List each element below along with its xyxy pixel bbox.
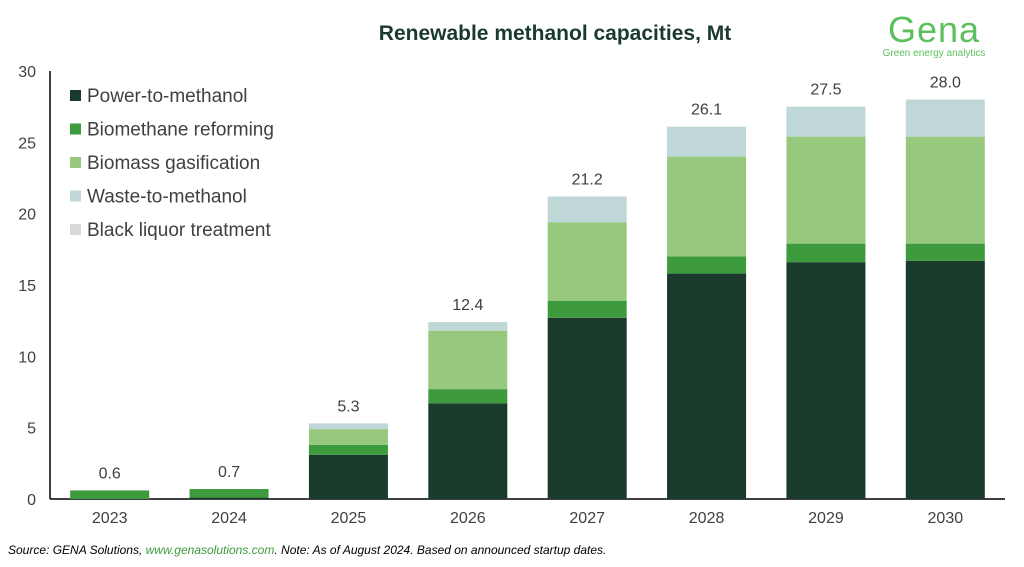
total-data-label: 0.7 — [218, 464, 240, 481]
legend-label: Biomethane reforming — [87, 120, 274, 141]
legend-swatch — [70, 224, 81, 235]
bar-segment-biomethane-reforming — [308, 444, 388, 455]
bar-segment-biomethane-reforming — [905, 243, 985, 261]
bar-segment-waste-to-methanol — [308, 423, 388, 430]
legend-label: Power-to-methanol — [87, 86, 248, 107]
y-tick-label: 15 — [18, 278, 36, 295]
bar-segment-biomethane-reforming — [786, 243, 866, 263]
total-data-label: 5.3 — [337, 398, 359, 415]
y-tick-label: 20 — [18, 207, 36, 224]
legend-swatch — [70, 190, 81, 202]
x-tick-label: 2026 — [450, 510, 486, 527]
bar-segment-biomethane-reforming — [428, 389, 508, 404]
bar-segment-biomass-gasification — [547, 222, 627, 301]
logo-tagline: Green energy analytics — [882, 48, 986, 59]
gena-logo: Gena Green energy analytics — [874, 9, 994, 60]
legend-swatch — [70, 123, 81, 135]
total-data-label: 27.5 — [810, 82, 841, 99]
bar-segment-biomethane-reforming — [189, 489, 269, 498]
total-data-label: 28.0 — [930, 75, 961, 92]
x-tick-label: 2029 — [808, 510, 844, 527]
bar-segment-biomethane-reforming — [547, 300, 627, 318]
legend-swatch — [70, 157, 81, 168]
x-tick-label: 2025 — [331, 510, 367, 527]
y-tick-label: 25 — [18, 135, 36, 152]
bar-segment-waste-to-methanol — [786, 106, 866, 137]
bar-segment-power-to-methanol — [308, 454, 388, 499]
total-data-label: 12.4 — [452, 297, 483, 314]
legend-swatch — [70, 90, 81, 101]
bar-segment-waste-to-methanol — [667, 126, 747, 157]
x-tick-label: 2030 — [928, 510, 964, 527]
x-tick-label: 2028 — [689, 510, 725, 527]
logo-word: Gena — [887, 9, 981, 50]
legend-label: Black liquor treatment — [87, 220, 271, 241]
x-tick-label: 2027 — [569, 510, 605, 527]
bar-segment-biomass-gasification — [905, 136, 985, 244]
bar-segment-biomass-gasification — [667, 156, 747, 257]
y-tick-label: 30 — [18, 64, 36, 81]
bar-segment-biomethane-reforming — [70, 490, 150, 499]
total-data-label: 0.6 — [99, 465, 121, 482]
bar-segment-biomethane-reforming — [667, 256, 747, 274]
bar-segment-power-to-methanol — [905, 260, 985, 499]
y-tick-label: 0 — [27, 492, 36, 509]
bar-segment-waste-to-methanol — [905, 99, 985, 137]
chart-title: Renewable methanol capacities, Mt — [378, 22, 732, 45]
legend-label: Biomass gasification — [87, 153, 260, 174]
source-link[interactable]: www.genasolutions.com — [145, 543, 275, 557]
bar-segment-biomass-gasification — [428, 330, 508, 390]
total-data-label: 26.1 — [691, 102, 722, 119]
bar-segment-power-to-methanol — [189, 497, 269, 499]
total-data-label: 21.2 — [572, 172, 603, 189]
x-tick-label: 2023 — [92, 510, 128, 527]
y-tick-label: 10 — [18, 349, 36, 366]
bar-segment-power-to-methanol — [667, 273, 747, 499]
bar-segment-power-to-methanol — [428, 403, 508, 499]
bar-segment-power-to-methanol — [786, 262, 866, 499]
legend-label: Waste-to-methanol — [87, 187, 247, 208]
bar-segment-waste-to-methanol — [547, 196, 627, 223]
source-prefix: Source: GENA Solutions, — [8, 543, 146, 557]
bar-segment-waste-to-methanol — [428, 322, 508, 331]
bar-segment-biomass-gasification — [786, 136, 866, 244]
y-tick-label: 5 — [27, 421, 36, 438]
x-tick-label: 2024 — [211, 510, 247, 527]
source-note: Source: GENA Solutions, www.genasolution… — [8, 543, 606, 557]
source-suffix: . Note: As of August 2024. Based on anno… — [274, 543, 607, 557]
bar-segment-biomass-gasification — [308, 429, 388, 445]
stacked-bar-chart: 0510152025300.620230.720245.3202512.4202… — [18, 64, 1005, 527]
bar-segment-power-to-methanol — [547, 317, 627, 499]
